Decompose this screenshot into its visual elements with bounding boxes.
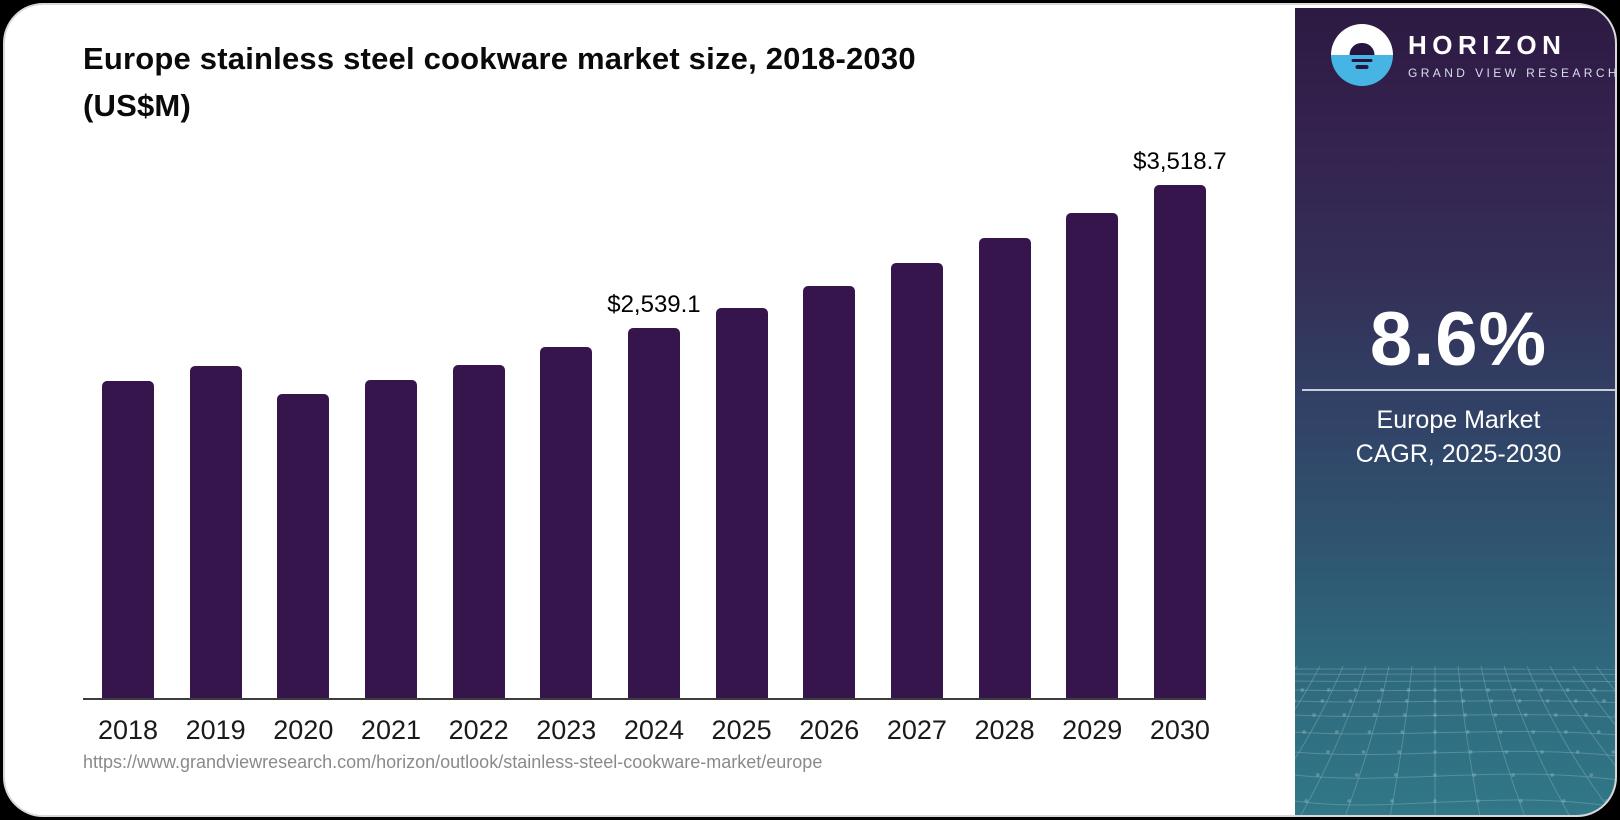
chart-card: Europe stainless steel cookware market s… [3, 3, 1617, 817]
ripple-line-2 [1355, 65, 1369, 69]
bar-2020 [277, 394, 330, 698]
x-tick-2023: 2023 [536, 715, 597, 745]
bar-column-2029: 2029 [1062, 145, 1122, 745]
x-tick-2027: 2027 [886, 715, 947, 745]
bar-column-2027: 2027 [887, 145, 947, 745]
chart-title: Europe stainless steel cookware market s… [83, 35, 916, 129]
bar-2022 [452, 365, 505, 698]
x-axis-line [83, 698, 1206, 700]
bar-2028 [978, 238, 1031, 698]
brand-panel: HORIZON GRAND VIEW RESEARCH 8.6% Europe … [1295, 8, 1617, 815]
bar-chart: 2018 2019 2020 2021 2022 2023 $2,539.1 2024 2025… [83, 145, 1227, 745]
x-tick-2025: 2025 [711, 715, 772, 745]
mesh-graphic [1295, 666, 1615, 815]
cagr-block: 8.6% Europe Market CAGR, 2025-2030 [1295, 297, 1615, 471]
bar-column-2018: 2018 [98, 145, 158, 745]
bar-2018 [102, 380, 154, 698]
brand-logo: HORIZON GRAND VIEW RESEARCH [1331, 24, 1617, 86]
brand-subtitle: GRAND VIEW RESEARCH [1408, 66, 1617, 80]
bar-2024: $2,539.1 [607, 291, 701, 698]
x-tick-2021: 2021 [360, 715, 422, 745]
x-tick-2029: 2029 [1062, 715, 1123, 745]
sunset-dome-shape [1349, 43, 1375, 55]
x-tick-2030: 2030 [1149, 715, 1210, 745]
bar-column-2026: 2026 [799, 145, 859, 745]
x-tick-2019: 2019 [185, 715, 246, 745]
x-tick-2020: 2020 [273, 715, 334, 745]
ripple-line-1 [1351, 58, 1373, 62]
bar-column-2024: $2,539.1 2024 [607, 145, 701, 745]
x-tick-2028: 2028 [974, 715, 1035, 745]
bar-column-2019: 2019 [186, 145, 246, 745]
brand-text: HORIZON GRAND VIEW RESEARCH [1408, 30, 1617, 80]
bar-column-2025: 2025 [712, 145, 772, 745]
bar-2027 [890, 263, 943, 698]
bar-column-2030: $3,518.7 2030 [1133, 145, 1227, 745]
bar-column-2028: 2028 [975, 145, 1035, 745]
x-tick-2024: 2024 [623, 715, 684, 745]
source-url: https://www.grandviewresearch.com/horizo… [83, 752, 823, 772]
bar-column-2023: 2023 [536, 145, 596, 745]
cagr-value: 8.6% [1369, 297, 1548, 382]
x-tick-2022: 2022 [448, 715, 509, 745]
chart-title-line2: (US$M) [83, 88, 191, 123]
data-label-2030: $3,518.7 [1133, 148, 1227, 176]
bar-2025 [715, 307, 768, 698]
bar-2029 [1066, 213, 1119, 698]
chart-title-line1: Europe stainless steel cookware market s… [83, 41, 916, 76]
x-tick-2026: 2026 [799, 715, 860, 745]
bar-column-2021: 2021 [361, 145, 421, 745]
cagr-label-line1: Europe Market [1376, 406, 1541, 434]
bar-2021 [364, 380, 417, 698]
brand-name: HORIZON [1408, 30, 1567, 60]
x-tick-2018: 2018 [97, 715, 159, 745]
divider-line [1302, 389, 1615, 391]
bar-column-2022: 2022 [449, 145, 509, 745]
bar-2030: $3,518.7 [1133, 148, 1227, 698]
horizon-sunset-icon [1331, 24, 1393, 86]
bar-2019 [189, 366, 242, 698]
bars-container: 2018 2019 2020 2021 2022 2023 $2,539.1 2024 2025… [98, 145, 1227, 745]
bar-2023 [540, 347, 593, 698]
bar-column-2020: 2020 [273, 145, 333, 745]
bar-2026 [803, 286, 856, 698]
cagr-label-line2: CAGR, 2025-2030 [1355, 440, 1562, 468]
data-label-2024: $2,539.1 [607, 290, 701, 318]
